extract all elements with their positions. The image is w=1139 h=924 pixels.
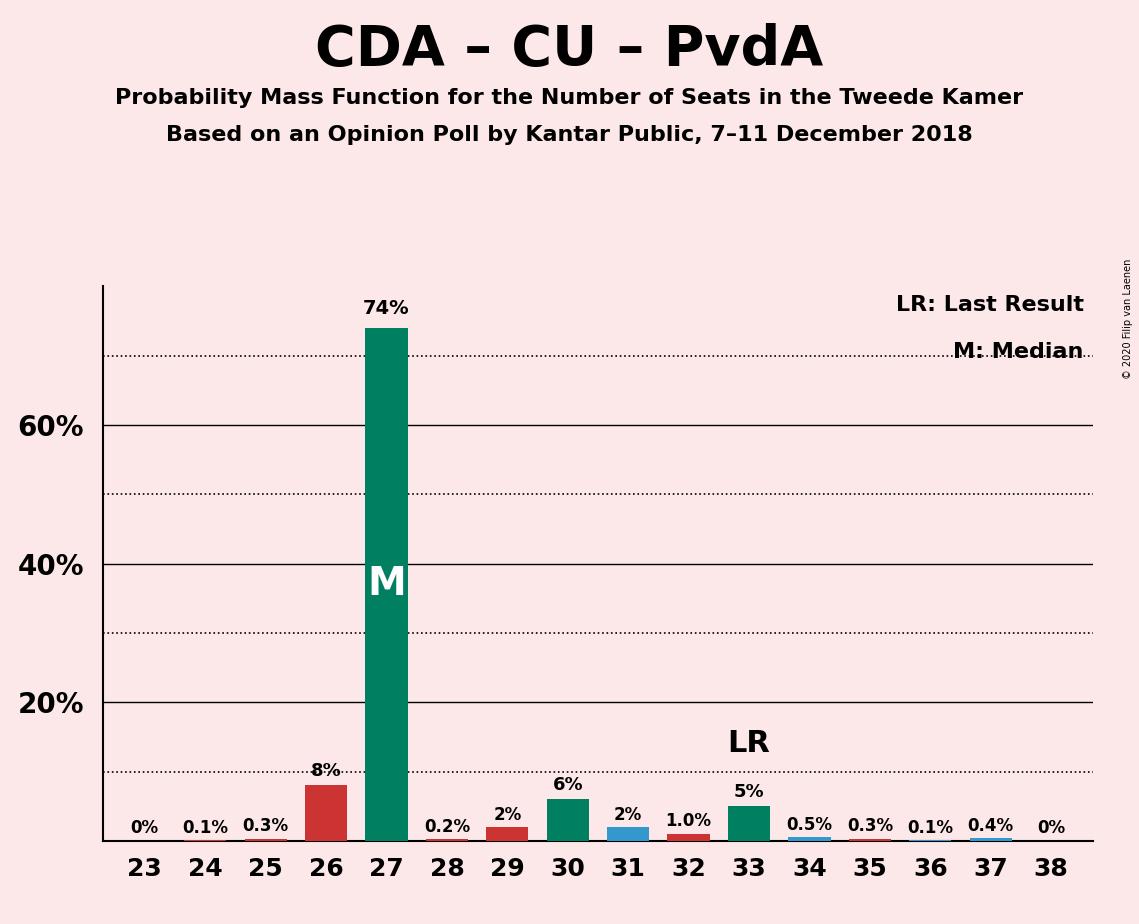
Bar: [667, 833, 710, 841]
Text: Probability Mass Function for the Number of Seats in the Tweede Kamer: Probability Mass Function for the Number…: [115, 88, 1024, 108]
Text: 5%: 5%: [734, 783, 764, 800]
Bar: [728, 806, 770, 841]
Text: 2%: 2%: [493, 806, 522, 823]
Bar: [547, 799, 589, 841]
Bar: [486, 827, 528, 841]
Text: CDA – CU – PvdA: CDA – CU – PvdA: [316, 23, 823, 77]
Bar: [849, 839, 891, 841]
Bar: [245, 839, 287, 841]
Text: M: Median: M: Median: [953, 342, 1083, 362]
Text: 0%: 0%: [1038, 820, 1065, 837]
Text: 74%: 74%: [363, 298, 410, 318]
Text: 1.0%: 1.0%: [665, 812, 712, 831]
Text: 0.3%: 0.3%: [243, 818, 288, 835]
Text: M: M: [367, 565, 405, 603]
Text: 2%: 2%: [614, 806, 642, 823]
Text: 6%: 6%: [552, 776, 583, 794]
Bar: [607, 827, 649, 841]
Text: 0.5%: 0.5%: [786, 816, 833, 833]
Bar: [366, 328, 408, 841]
Text: 8%: 8%: [311, 762, 342, 780]
Text: LR: LR: [728, 729, 770, 758]
Text: 0%: 0%: [131, 820, 158, 837]
Bar: [969, 838, 1011, 841]
Text: 0.1%: 0.1%: [182, 819, 228, 837]
Text: © 2020 Filip van Laenen: © 2020 Filip van Laenen: [1123, 259, 1133, 379]
Text: LR: Last Result: LR: Last Result: [895, 295, 1083, 315]
Text: 0.3%: 0.3%: [846, 818, 893, 835]
Text: 0.2%: 0.2%: [424, 818, 470, 836]
Bar: [426, 839, 468, 841]
Text: Based on an Opinion Poll by Kantar Public, 7–11 December 2018: Based on an Opinion Poll by Kantar Publi…: [166, 125, 973, 145]
Bar: [305, 785, 347, 841]
Bar: [788, 837, 830, 841]
Text: 0.4%: 0.4%: [968, 817, 1014, 834]
Text: 0.1%: 0.1%: [908, 819, 953, 837]
